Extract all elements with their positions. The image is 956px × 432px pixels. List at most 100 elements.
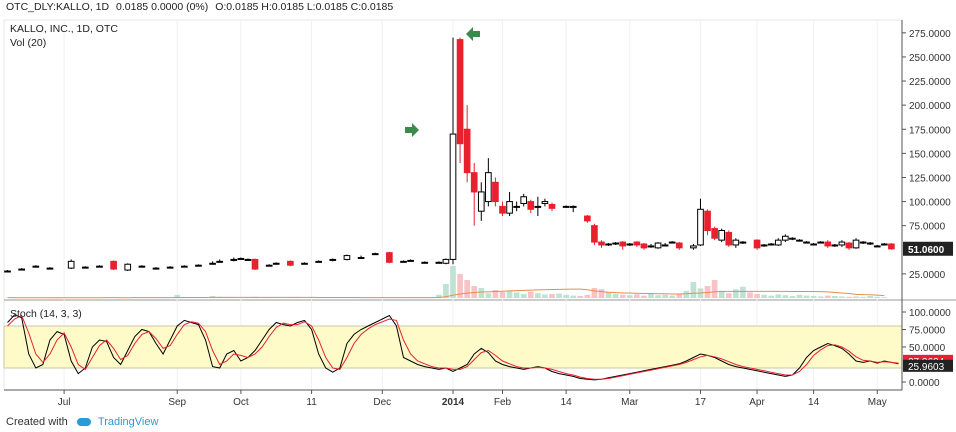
candle — [711, 226, 718, 241]
candle-body — [124, 263, 132, 271]
candle-body — [485, 172, 492, 203]
candle — [753, 239, 761, 250]
candle-body — [499, 205, 506, 214]
candle — [180, 265, 188, 268]
candle — [265, 264, 273, 267]
candle-body — [668, 241, 676, 244]
price-tick-label: 125.0000 — [909, 173, 951, 184]
candle-body — [767, 243, 775, 246]
candle — [230, 257, 238, 262]
price-tick-label: 25.0000 — [909, 270, 946, 281]
candle-body — [845, 242, 853, 249]
symbol-label[interactable]: OTC_DLY:KALLO, 1D — [6, 1, 110, 13]
price-tick-label: 250.0000 — [909, 53, 951, 64]
candle-body — [265, 264, 273, 267]
volume-bar — [740, 286, 746, 298]
candle-body — [675, 242, 683, 249]
candle-body — [470, 172, 478, 193]
time-tick-label: Oct — [233, 397, 249, 408]
volume-bar — [450, 266, 456, 298]
candle — [668, 241, 676, 244]
volume-bar — [711, 280, 718, 298]
candle — [661, 243, 669, 247]
time-tick-label: Feb — [494, 397, 512, 408]
stoch-k-line — [7, 314, 899, 381]
volume-bar — [443, 284, 449, 298]
candle-body — [301, 262, 308, 265]
candle — [506, 191, 513, 217]
candle — [456, 37, 464, 163]
price-tick-label: 275.0000 — [909, 29, 951, 40]
annotations — [405, 27, 480, 137]
volume-bar — [874, 296, 881, 298]
stoch-legend: Stoch (14, 3, 3) — [10, 308, 82, 320]
time-tick-label: 2014 — [442, 397, 465, 408]
candle-body — [562, 205, 570, 208]
volume-bar — [803, 295, 810, 298]
buy-arrow-icon — [405, 123, 419, 137]
candle — [796, 239, 803, 242]
candle-body — [18, 268, 26, 271]
time-tick-label: Apr — [749, 397, 765, 408]
volume-bar — [626, 295, 633, 298]
candle — [81, 266, 89, 269]
candle-body — [449, 133, 457, 260]
volume-bar — [506, 290, 513, 298]
volume-bar — [605, 292, 612, 298]
candle-body — [647, 245, 655, 248]
volume-bar — [598, 289, 605, 298]
last-price-label: 51.0600 — [908, 245, 945, 256]
candle-body — [506, 201, 513, 214]
volume-bar — [860, 296, 866, 298]
candle-body — [386, 252, 393, 263]
candle-body — [46, 267, 54, 270]
stoch-band — [3, 325, 903, 369]
volume-bar — [478, 288, 485, 298]
volume-bar — [796, 294, 803, 298]
volume-bar — [782, 295, 789, 298]
candle — [287, 260, 294, 267]
tradingview-link[interactable]: TradingView — [97, 416, 159, 428]
candle-body — [591, 225, 598, 243]
candle — [32, 265, 40, 268]
stoch-tick-label: 0.0000 — [909, 378, 940, 389]
time-tick-label: Mar — [621, 397, 639, 408]
candle-body — [371, 253, 379, 256]
candle-body — [180, 265, 188, 268]
candle — [732, 238, 740, 248]
candle — [859, 241, 867, 244]
candle-body — [782, 235, 789, 241]
candle-body — [442, 258, 450, 264]
candle — [513, 201, 520, 212]
candle — [237, 257, 245, 260]
candle — [527, 199, 535, 214]
candle-body — [400, 260, 407, 263]
volume-bar — [492, 290, 499, 298]
candle — [166, 266, 174, 269]
candle — [386, 251, 393, 264]
volume-bar — [789, 296, 796, 298]
candle-body — [598, 241, 605, 246]
volume-bar — [824, 295, 831, 298]
candle-body — [880, 243, 888, 246]
candle — [725, 230, 733, 247]
volume-bar — [641, 295, 647, 298]
candle — [704, 209, 711, 236]
stoch-d-line — [7, 314, 899, 380]
volume-bar — [690, 282, 697, 298]
candle — [152, 267, 160, 270]
volume-legend: Vol (20) — [10, 37, 46, 49]
candle-body — [96, 265, 103, 268]
volume-bar — [725, 293, 732, 298]
candle — [520, 193, 528, 207]
volume-bar — [520, 294, 527, 298]
candle-body — [831, 244, 839, 247]
candle — [888, 243, 895, 250]
candle-body — [513, 205, 520, 208]
candle — [541, 198, 549, 207]
candle — [654, 242, 662, 249]
candle-body — [32, 265, 40, 268]
candle-body — [810, 243, 817, 246]
price-chart[interactable]: 275.0000 250.0000 225.0000 200.0000 175.0000… — [0, 16, 956, 412]
candle-body — [661, 244, 669, 247]
